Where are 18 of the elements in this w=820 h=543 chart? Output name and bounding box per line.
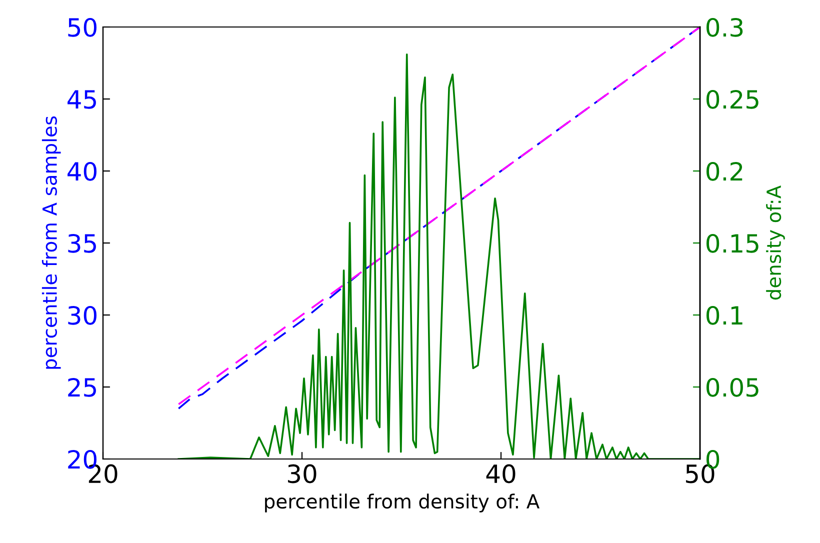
y2-tick-label: 0.2	[706, 162, 742, 181]
y2-tick-label: 0.15	[706, 234, 758, 253]
y2-tick-label: 0.1	[706, 306, 742, 325]
x-axis-title: percentile from density of: A	[265, 494, 540, 512]
y2-tick-label: 0.05	[706, 378, 758, 397]
y-tick-label: 50	[68, 18, 96, 37]
y-tick-label: 30	[68, 306, 96, 325]
x-tick-label: 40	[486, 464, 516, 484]
y2-tick-label: 0.3	[706, 18, 743, 37]
y-tick-label: 25	[68, 378, 96, 397]
y2-axis-title: density of:A	[766, 185, 785, 300]
y-tick-label: 45	[68, 90, 96, 109]
line-series	[178, 53, 700, 459]
x-tick-label: 30	[288, 464, 316, 484]
y-tick-label: 40	[68, 162, 96, 181]
y-axis-title: percentile from A samples	[42, 116, 61, 369]
y-tick-label: 35	[68, 234, 96, 253]
y2-tick-label: 0.25	[706, 90, 758, 109]
